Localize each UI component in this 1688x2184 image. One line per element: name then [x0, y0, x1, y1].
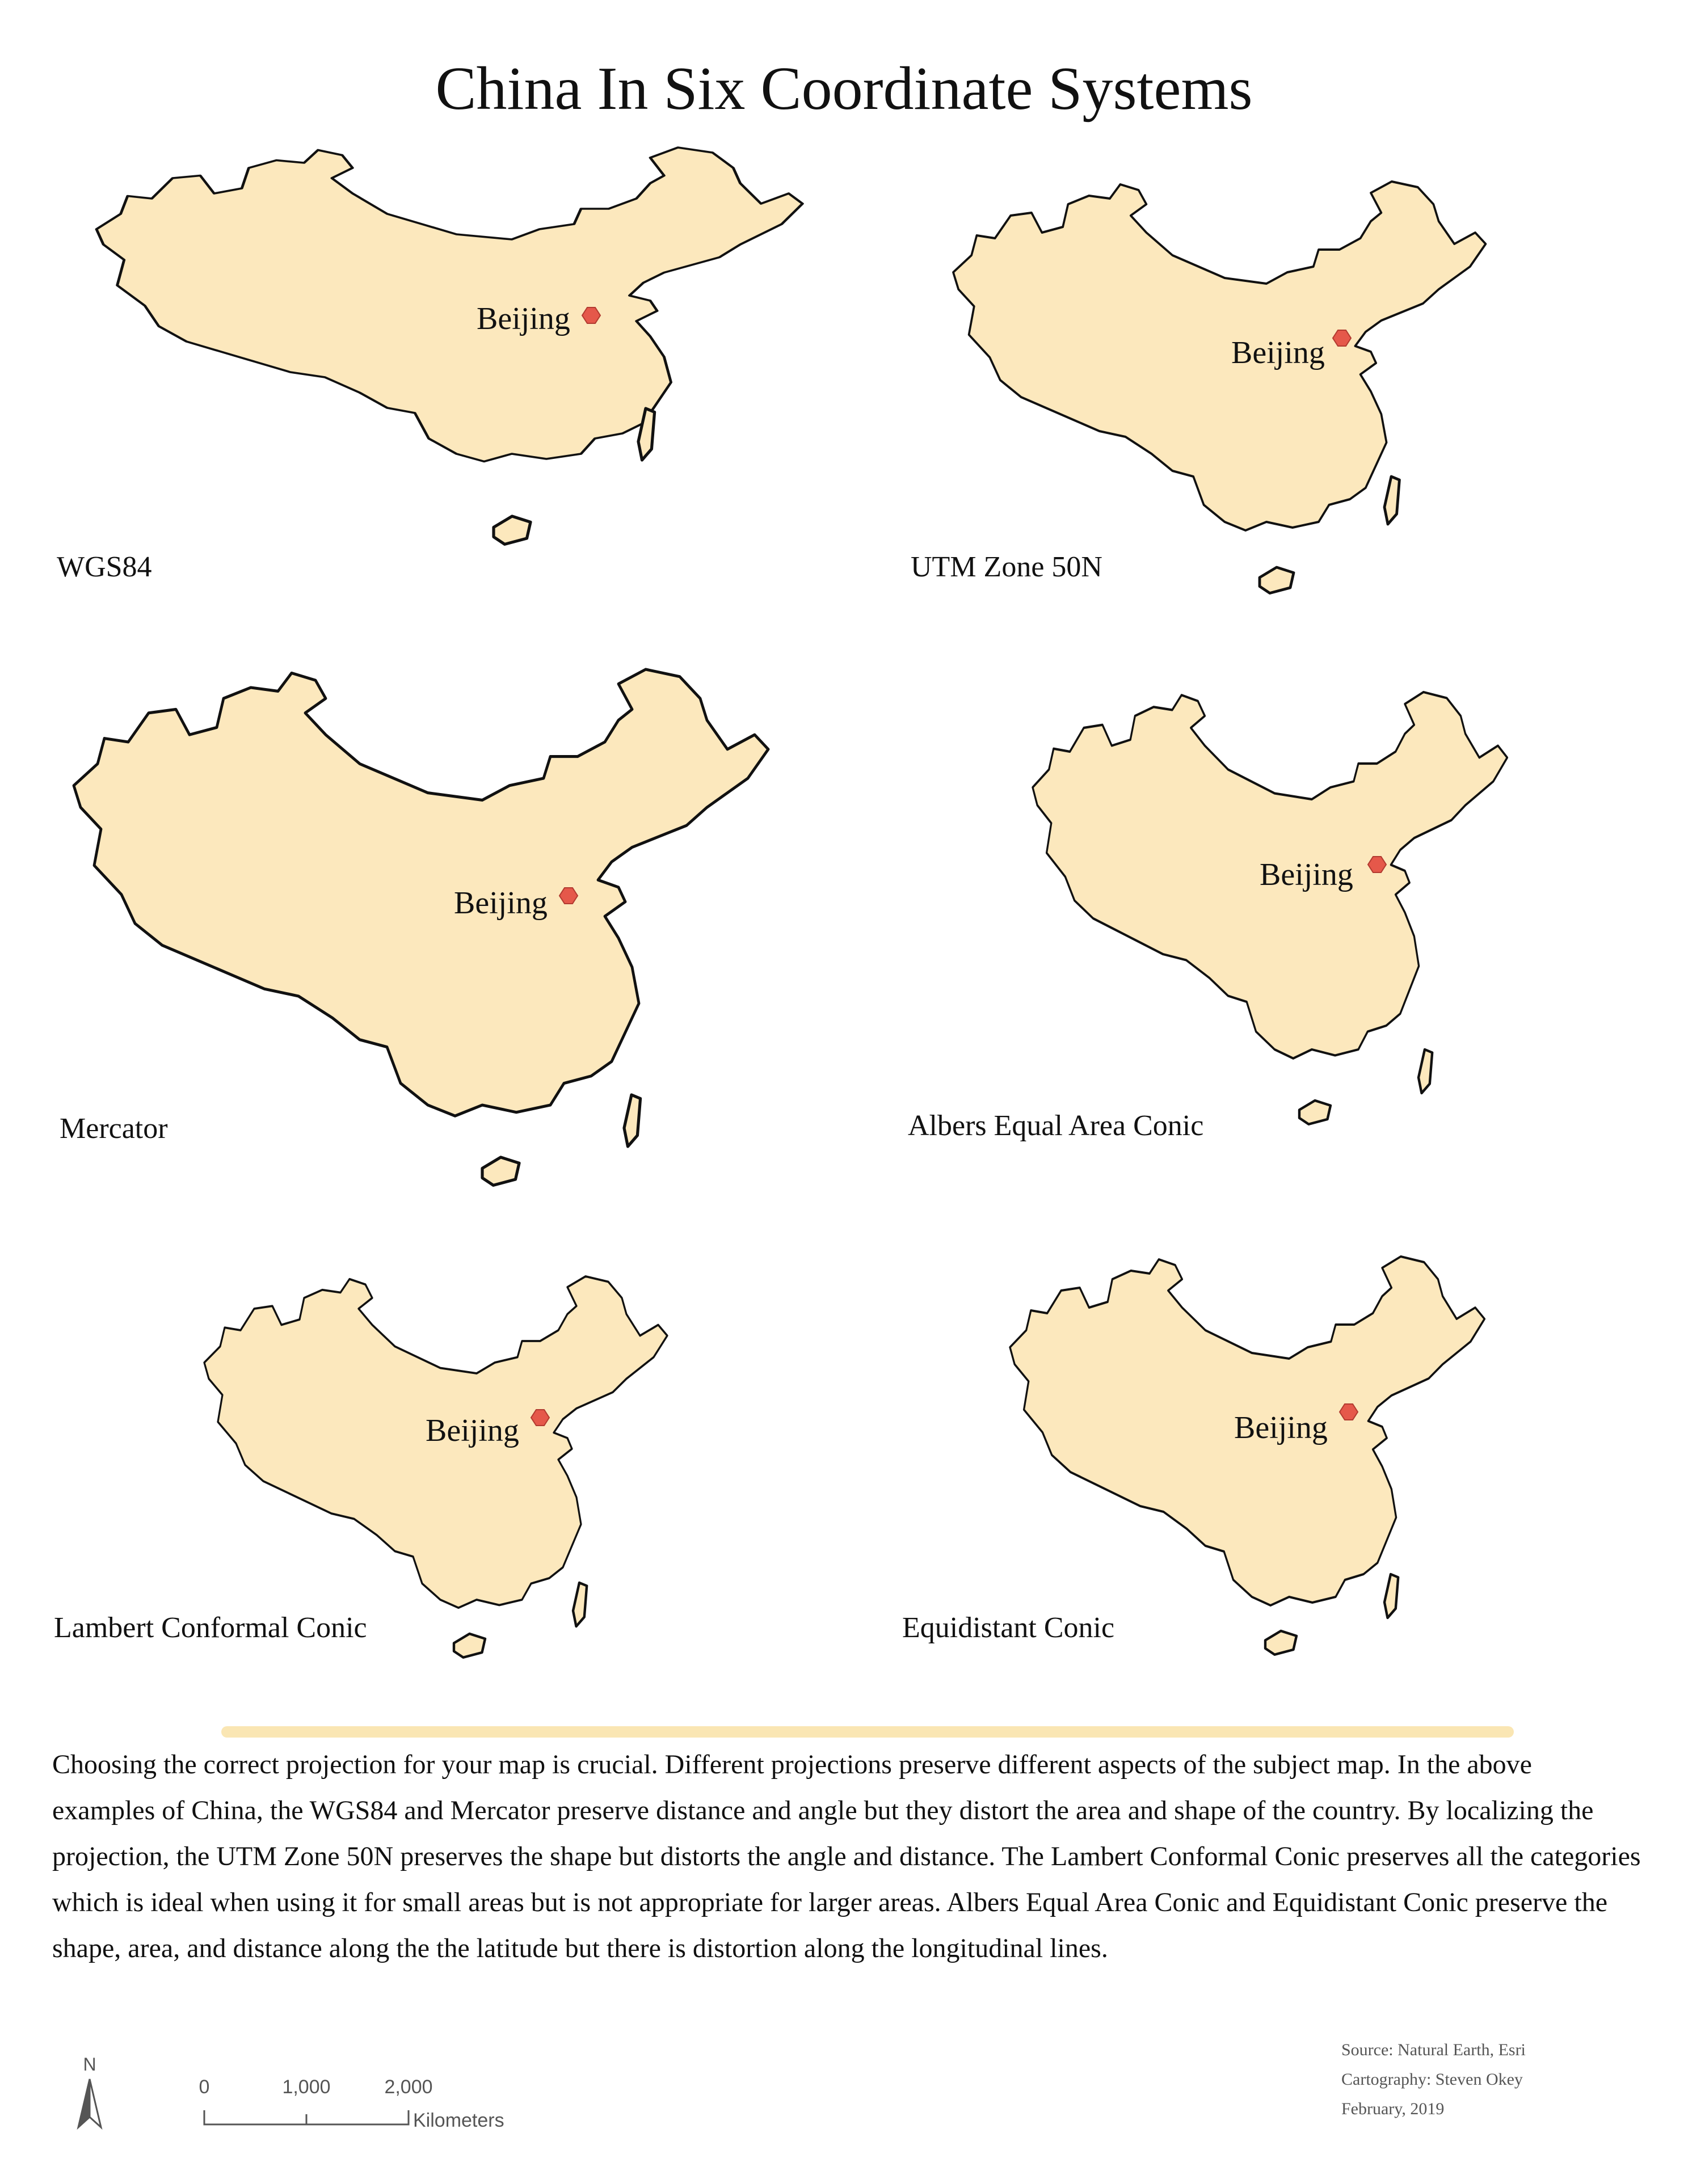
description-paragraph: Choosing the correct projection for your…: [52, 1749, 1641, 1963]
beijing-marker: [530, 1409, 550, 1426]
scale-tick-2000: 2,000: [384, 2076, 432, 2098]
north-arrow-icon: N: [77, 2054, 103, 2130]
taiwan-island: [624, 1095, 641, 1146]
china-map-mercator: Beijing: [74, 669, 806, 1180]
beijing-label: Beijing: [426, 1413, 519, 1448]
beijing-label: Beijing: [477, 301, 570, 336]
projection-label: Equidistant Conic: [902, 1612, 1115, 1644]
projection-label: UTM Zone 50N: [911, 551, 1102, 583]
taiwan-island: [573, 1583, 587, 1626]
taiwan-island: [1418, 1049, 1432, 1093]
hainan-island: [454, 1634, 485, 1658]
china-outline: [96, 147, 802, 462]
china-map-equidistant: Beijing: [1009, 1255, 1486, 1665]
beijing-label: Beijing: [1260, 857, 1353, 892]
taiwan-island: [1384, 477, 1399, 524]
scale-bar: 0 1,000 2,000 Kilometers: [199, 2076, 504, 2131]
hainan-island: [1260, 567, 1294, 593]
china-map-wgs84: Beijing: [96, 147, 828, 579]
beijing-label: Beijing: [1231, 335, 1325, 370]
scale-tick-1000: 1,000: [282, 2076, 330, 2098]
china-map-utm: Beijing: [952, 180, 1487, 613]
scale-unit: Kilometers: [413, 2110, 504, 2131]
date-credit: February, 2019: [1341, 2099, 1445, 2118]
cartography-credit: Cartography: Steven Okey: [1341, 2070, 1523, 2089]
projection-label: Albers Equal Area Conic: [908, 1110, 1204, 1142]
beijing-marker: [1367, 856, 1387, 873]
projection-label: WGS84: [57, 551, 152, 583]
taiwan-island: [1384, 1574, 1398, 1618]
china-map-lambert: Beijing: [203, 1275, 668, 1673]
hainan-island: [1265, 1631, 1296, 1655]
north-label: N: [83, 2054, 96, 2075]
beijing-label: Beijing: [1234, 1410, 1328, 1445]
china-outline: [952, 180, 1487, 532]
beijing-marker: [581, 307, 601, 324]
china-outline: [74, 669, 768, 1116]
china-map-albers: Beijing: [1033, 692, 1521, 1135]
source-credit: Source: Natural Earth, Esri: [1341, 2040, 1526, 2059]
projection-label: Lambert Conformal Conic: [54, 1612, 367, 1644]
scale-tick-0: 0: [199, 2076, 210, 2098]
hainan-island: [494, 516, 531, 544]
section-divider: [221, 1726, 1514, 1738]
hainan-island: [1299, 1101, 1331, 1124]
credits-block: Source: Natural Earth, Esri Cartography:…: [1341, 2035, 1636, 2124]
beijing-marker: [1332, 330, 1352, 347]
beijing-label: Beijing: [454, 886, 548, 921]
page-title: China In Six Coordinate Systems: [435, 55, 1253, 123]
hainan-island: [482, 1157, 519, 1185]
beijing-marker: [558, 887, 579, 904]
beijing-marker: [1338, 1403, 1359, 1420]
projection-label: Mercator: [60, 1112, 168, 1145]
